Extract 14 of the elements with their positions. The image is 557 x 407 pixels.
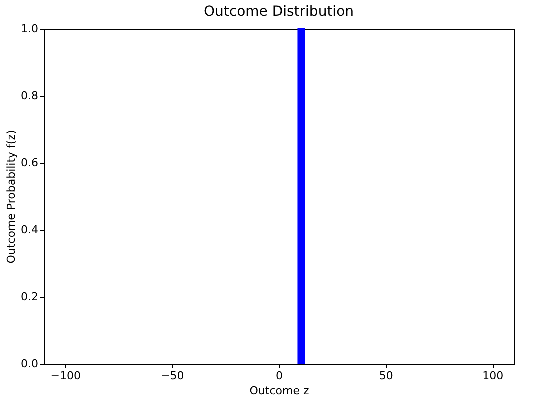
y-tick-label: 0.8: [21, 90, 38, 102]
y-axis-title: Outcome Probability f(z): [5, 130, 18, 264]
x-tick-label: −50: [161, 370, 184, 382]
x-axis-title: Outcome z: [250, 384, 310, 398]
x-tick-label: 0: [276, 370, 283, 382]
y-tick-label: 1.0: [21, 22, 38, 36]
x-tick-label: 50: [379, 370, 394, 382]
y-tick-label: 0.0: [21, 358, 38, 370]
y-tick-label: 0.2: [21, 290, 38, 304]
y-tick-label: 0.4: [21, 224, 38, 236]
y-tick-label: 0.6: [21, 156, 38, 170]
chart-title: Outcome Distribution: [204, 4, 354, 20]
x-tick-label: −100: [50, 370, 81, 382]
x-tick-label: 100: [482, 370, 504, 382]
